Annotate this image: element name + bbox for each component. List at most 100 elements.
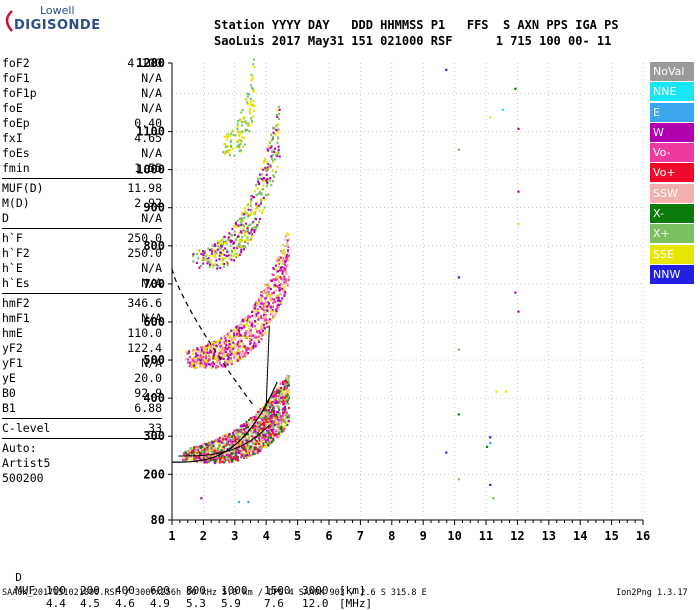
- echo-point: [202, 253, 205, 257]
- echo-point: [258, 204, 261, 207]
- echo-point: [225, 352, 228, 355]
- echo-point: [217, 442, 219, 445]
- echo-point: [249, 316, 251, 319]
- echo-point: [285, 235, 287, 238]
- echo-point: [278, 424, 281, 427]
- echo-point: [208, 442, 211, 445]
- echo-point: [233, 254, 236, 257]
- echo-point: [207, 343, 210, 347]
- echo-point: [214, 244, 217, 247]
- echo-point: [278, 386, 280, 389]
- param-value: 250.0: [127, 231, 162, 245]
- echo-point: [200, 349, 203, 352]
- echo-point: [265, 428, 268, 431]
- echo-point: [233, 233, 236, 236]
- echo-point: [242, 446, 245, 450]
- echo-point: [246, 227, 249, 230]
- echo-point: [231, 347, 234, 350]
- echo-point: [288, 384, 290, 387]
- echo-point: [279, 421, 282, 424]
- echo-point: [257, 421, 259, 424]
- echo-point: [223, 461, 226, 464]
- echo-point: [272, 180, 274, 183]
- echo-point: [221, 447, 224, 450]
- echo-point: [227, 439, 230, 442]
- echo-point: [247, 214, 250, 217]
- auto-label: Auto:: [2, 441, 37, 455]
- echo-point: [194, 452, 197, 455]
- echo-point: [285, 241, 288, 244]
- param-row-fof2: foF2 4.100: [2, 56, 168, 71]
- echo-point: [285, 257, 288, 261]
- echo-point: [239, 435, 242, 438]
- echo-point: [196, 450, 199, 453]
- echo-point: [277, 152, 280, 155]
- echo-point: [235, 443, 238, 446]
- echo-point: [238, 332, 241, 335]
- echo-point: [258, 329, 261, 332]
- echo-point: [260, 409, 263, 412]
- echo-point: [203, 347, 206, 350]
- echo-point: [278, 414, 281, 417]
- echo-point: [272, 406, 275, 409]
- echo-point: [280, 391, 283, 394]
- echo-point: [261, 211, 263, 215]
- echo-point: [260, 291, 263, 294]
- echo-point: [233, 332, 236, 335]
- param-row-fof1: foF1 N/A: [2, 71, 168, 86]
- echo-point: [236, 245, 239, 248]
- echo-point: [273, 279, 276, 282]
- echo-point: [279, 292, 282, 295]
- echo-point: [248, 232, 251, 235]
- echo-point: [260, 324, 263, 328]
- echo-point: [231, 227, 234, 231]
- echo-point: [215, 263, 218, 266]
- echo-point: [248, 124, 251, 127]
- echo-point: [238, 346, 241, 349]
- logo-lowell: Lowell: [40, 4, 75, 17]
- echo-point: [266, 305, 269, 308]
- echo-point: [244, 143, 246, 146]
- echo-point: [256, 206, 259, 209]
- echo-point: [228, 334, 231, 337]
- echo-point: [218, 461, 221, 464]
- echo-point: [271, 136, 274, 139]
- echo-point: [198, 266, 201, 269]
- header-line-2: SaoLuis 2017 May31 151 021000 RSF 1 715 …: [214, 34, 612, 48]
- echo-point: [269, 434, 272, 437]
- echo-point: [258, 442, 260, 445]
- echo-point: [222, 435, 225, 438]
- isolated-echo: [514, 291, 517, 294]
- echo-point: [251, 78, 254, 81]
- echo-point: [255, 194, 258, 197]
- echo-point: [272, 278, 275, 281]
- echo-point: [232, 431, 235, 434]
- echo-point: [204, 366, 207, 369]
- echo-point: [269, 320, 272, 323]
- echo-point: [281, 419, 284, 422]
- echo-point: [266, 148, 269, 151]
- echo-point: [213, 446, 216, 450]
- echo-point: [285, 379, 287, 382]
- echo-point: [242, 439, 245, 442]
- echo-point: [240, 245, 243, 248]
- echo-point: [273, 175, 275, 178]
- echo-point: [282, 411, 285, 414]
- echo-point: [277, 131, 280, 134]
- echo-point: [249, 349, 252, 352]
- echo-point: [262, 188, 265, 191]
- echo-point: [194, 447, 197, 450]
- echo-point: [276, 141, 279, 144]
- echo-point: [249, 329, 252, 332]
- echo-point: [278, 398, 281, 401]
- echo-point: [252, 436, 255, 439]
- echo-point: [242, 448, 245, 451]
- echo-point: [269, 439, 272, 442]
- echo-point: [190, 451, 193, 454]
- echo-point: [211, 244, 214, 247]
- echo-point: [235, 451, 238, 454]
- echo-point: [240, 219, 243, 222]
- echo-point: [233, 224, 236, 227]
- x-tick-label: 14: [573, 529, 587, 543]
- x-tick-label: 5: [294, 529, 301, 543]
